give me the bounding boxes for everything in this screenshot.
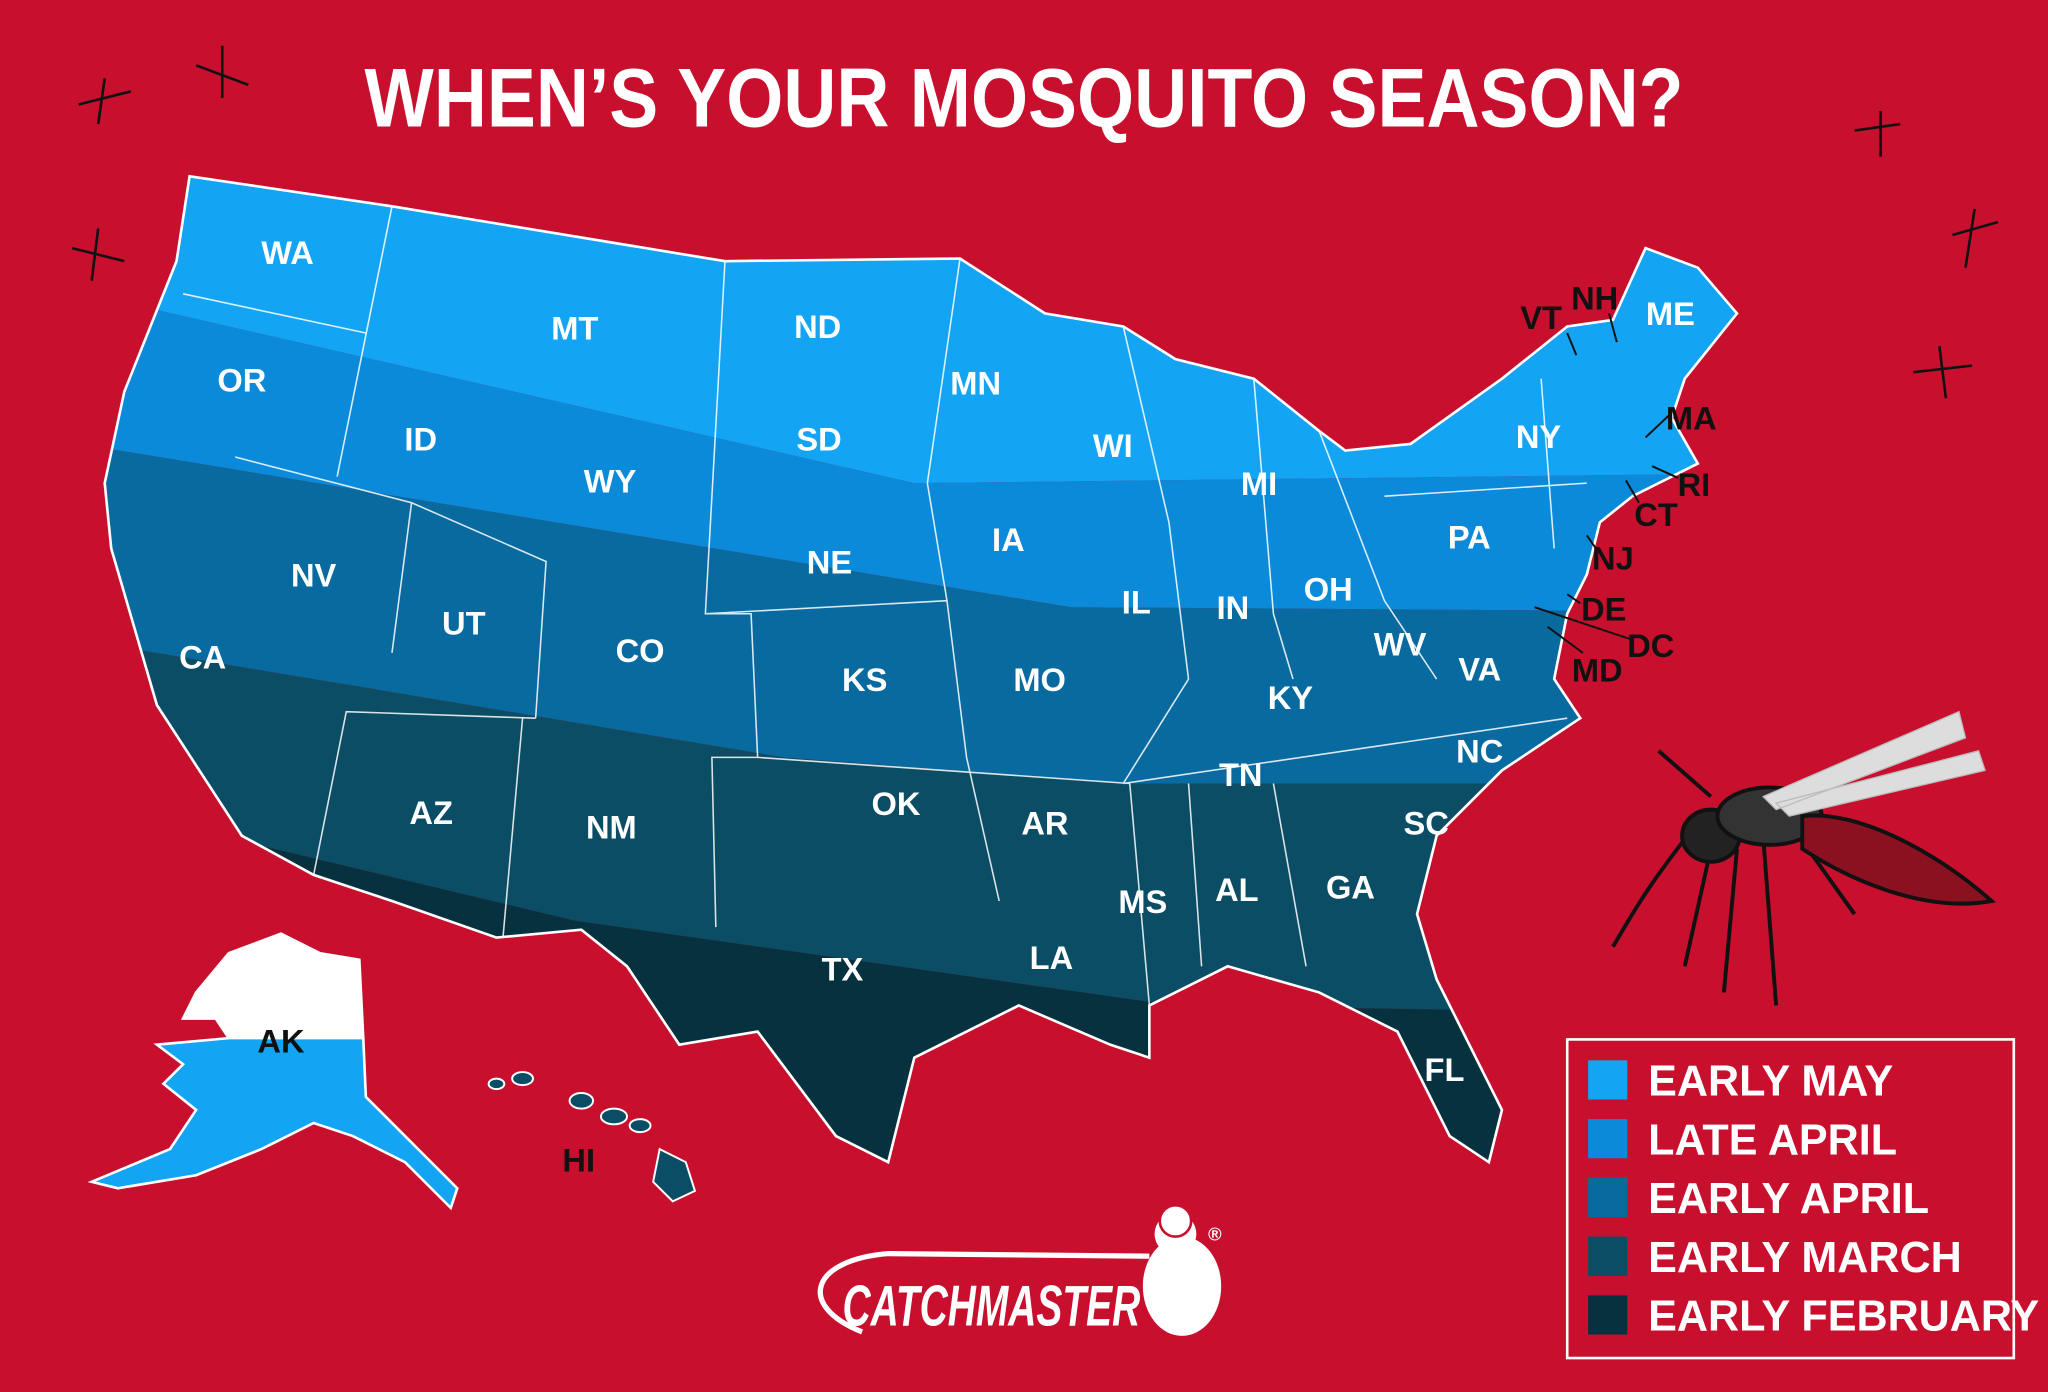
legend: EARLY MAY LATE APRIL EARLY APRIL EARLY MARC… [1565, 1038, 2039, 1360]
state-label: AR [1021, 804, 1068, 841]
state-label: WI [1093, 427, 1133, 464]
leader-line [1625, 480, 1640, 504]
state-label: CA [179, 639, 226, 676]
state-label: LA [1030, 939, 1074, 976]
state-label: RI [1678, 466, 1711, 503]
state-label: VT [1520, 299, 1562, 336]
legend-label: EARLY APRIL [1648, 1175, 1929, 1223]
state-label: UT [442, 605, 486, 642]
state-label: WV [1374, 626, 1427, 663]
leader-line [1566, 332, 1578, 356]
state-label: FL [1425, 1051, 1465, 1088]
legend-swatch [1588, 1236, 1628, 1276]
state-label: MD [1572, 652, 1623, 689]
season-band [104, 274, 1737, 614]
season-band [104, 430, 1737, 784]
leader-line [1651, 465, 1679, 479]
state-borders [182, 206, 1587, 1006]
state-label: ND [794, 308, 841, 345]
legend-swatch [1588, 1119, 1628, 1159]
state-label: WA [261, 234, 314, 271]
state-label: AL [1215, 871, 1259, 908]
state-label: TN [1219, 756, 1263, 793]
title: WHEN’S YOUR MOSQUITO SEASON? [365, 51, 1684, 145]
state-label: NY [1516, 418, 1562, 455]
state-label: NV [291, 556, 337, 593]
legend-swatch [1588, 1060, 1628, 1100]
state-label: MS [1118, 883, 1167, 920]
state-label: MN [950, 364, 1001, 401]
us-outline [103, 174, 1739, 1165]
state-label: OR [217, 362, 266, 399]
hawaii [487, 1071, 697, 1203]
state-label: MO [1013, 661, 1066, 698]
state-label: TX [822, 951, 864, 988]
leader-line [1566, 593, 1581, 605]
state-label: PA [1448, 518, 1491, 555]
state-label: HI [562, 1141, 595, 1178]
state-label: NM [586, 808, 637, 845]
state-label: GA [1326, 868, 1375, 905]
leader-line [1534, 606, 1633, 641]
state-label: WY [584, 462, 637, 499]
legend-swatch [1588, 1177, 1628, 1218]
state-label: ME [1646, 295, 1695, 332]
state-label: MT [551, 310, 598, 347]
state-label: SC [1404, 804, 1449, 841]
legend-label: EARLY MARCH [1648, 1234, 1962, 1282]
leader-line [1547, 626, 1584, 654]
leader-line [1586, 534, 1597, 550]
legend-label: EARLY MAY [1648, 1058, 1893, 1106]
state-label: IN [1217, 589, 1250, 626]
state-label: NC [1456, 733, 1503, 770]
legend-swatch [1588, 1295, 1628, 1335]
brand-logo: CATCHMASTER ® [817, 1203, 1222, 1338]
brand-mark: ® [1208, 1224, 1222, 1245]
state-label: IL [1122, 584, 1151, 621]
state-label: KY [1268, 679, 1314, 716]
state-label: AK [257, 1022, 305, 1059]
small-mosquitoes [71, 45, 1999, 399]
state-label: AZ [409, 794, 453, 831]
state-label: KS [842, 661, 887, 698]
state-label: IA [992, 521, 1025, 558]
legend-label: LATE APRIL [1648, 1116, 1897, 1164]
state-label: NJ [1592, 539, 1634, 576]
legend-box [1565, 1038, 2016, 1360]
state-label: DC [1627, 627, 1674, 664]
state-label: SD [796, 421, 841, 458]
mosquito [1611, 710, 1996, 1006]
alaska [87, 932, 459, 1211]
state-label: OK [872, 785, 921, 822]
state-label: NH [1571, 279, 1618, 316]
brand-name: CATCHMASTER [842, 1274, 1140, 1338]
state-label: CT [1634, 496, 1678, 533]
state-label: OH [1304, 571, 1353, 608]
state-label: MA [1666, 400, 1717, 437]
state-label: DE [1581, 590, 1626, 627]
state-label: VA [1458, 650, 1501, 687]
legend-label: EARLY FEBRUARY [1648, 1293, 2039, 1341]
state-label: ID [404, 421, 437, 458]
state-label: NE [807, 543, 852, 580]
leader-line [1644, 414, 1670, 439]
state-label: MI [1241, 465, 1277, 502]
leader-line [1608, 313, 1618, 343]
state-label: CO [616, 632, 665, 669]
state-labels: WA OR CA NV ID MT WY UT AZ CO NM ND SD NE KS OK TX MN IA MO… [179, 234, 1717, 1179]
